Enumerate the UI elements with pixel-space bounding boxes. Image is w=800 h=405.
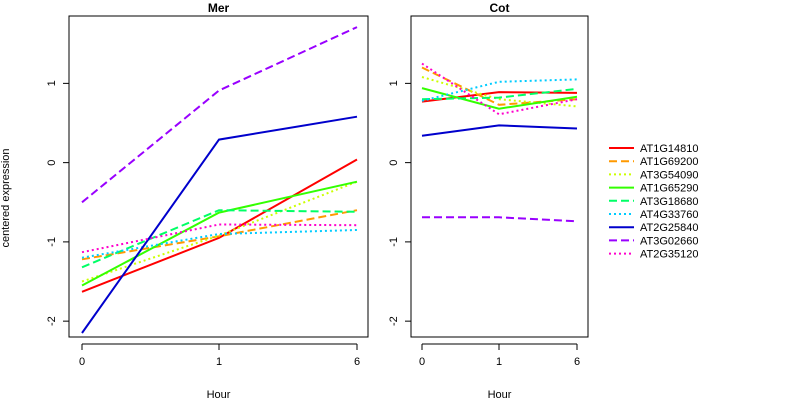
y-tick-label: 1	[46, 80, 58, 86]
panel-title: Cot	[490, 1, 510, 15]
plot-frame	[410, 15, 589, 338]
panel-cot: Cot -2 -1 0 1 0 1 6 Hour	[388, 1, 589, 401]
x-tick-label: 6	[574, 356, 580, 368]
legend-label: AT1G65290	[640, 183, 699, 195]
legend-label: AT1G14810	[640, 143, 699, 155]
x-tick-label: 1	[496, 356, 502, 368]
legend-label: AT2G25840	[640, 222, 699, 234]
panel-mer: Mer -2 -1 0 1 0 1 6 Hour	[46, 1, 369, 401]
x-axis-label: Hour	[207, 389, 231, 400]
series-line-at1g69200	[81, 209, 358, 261]
series-line-at1g14810	[81, 158, 358, 293]
plot-frame	[68, 15, 369, 338]
panels-layer: Mer -2 -1 0 1 0 1 6 Hour Cot -2 -1 0 1 0 1 6 Hour	[46, 1, 589, 401]
x-tick-label: 6	[354, 356, 360, 368]
series-line-at3g54090	[421, 76, 578, 108]
y-tick-label: -2	[388, 316, 400, 326]
y-axis-label: centered expression	[0, 148, 12, 247]
legend-label: AT3G18680	[640, 196, 699, 208]
y-tick-label: -1	[388, 237, 400, 247]
x-axis-label: Hour	[488, 389, 512, 400]
series-line-at4g33760	[81, 229, 358, 259]
series-line-at4g33760	[421, 78, 578, 102]
legend-label: AT4G33760	[640, 209, 699, 221]
x-tick-label: 0	[79, 356, 85, 368]
series-line-at2g25840	[421, 124, 578, 137]
panel-title: Mer	[208, 1, 230, 15]
series-line-at3g02660	[422, 216, 578, 223]
legend-label: AT3G02660	[640, 235, 699, 247]
legend-label: AT2G35120	[640, 249, 699, 261]
x-tick-label: 0	[419, 356, 425, 368]
series-line-at2g25840	[81, 115, 358, 334]
series-line-at1g65290	[81, 180, 358, 287]
series-line-at2g35120	[421, 62, 578, 116]
y-tick-label: -2	[46, 316, 58, 326]
series-line-at3g18680	[421, 87, 578, 101]
series-line-at2g35120	[81, 223, 358, 254]
y-tick-label: 0	[388, 160, 400, 166]
legend-label: AT1G69200	[640, 156, 699, 168]
y-tick-label: -1	[46, 237, 58, 247]
y-tick-label: 0	[46, 160, 58, 166]
y-tick-label: 1	[388, 80, 400, 86]
series-line-at3g02660	[81, 26, 358, 204]
legend: AT1G14810AT1G69200AT3G54090AT1G65290AT3G…	[609, 143, 699, 261]
series-line-at3g18680	[81, 209, 358, 269]
x-tick-label: 1	[216, 356, 222, 368]
legend-label: AT3G54090	[640, 169, 699, 181]
